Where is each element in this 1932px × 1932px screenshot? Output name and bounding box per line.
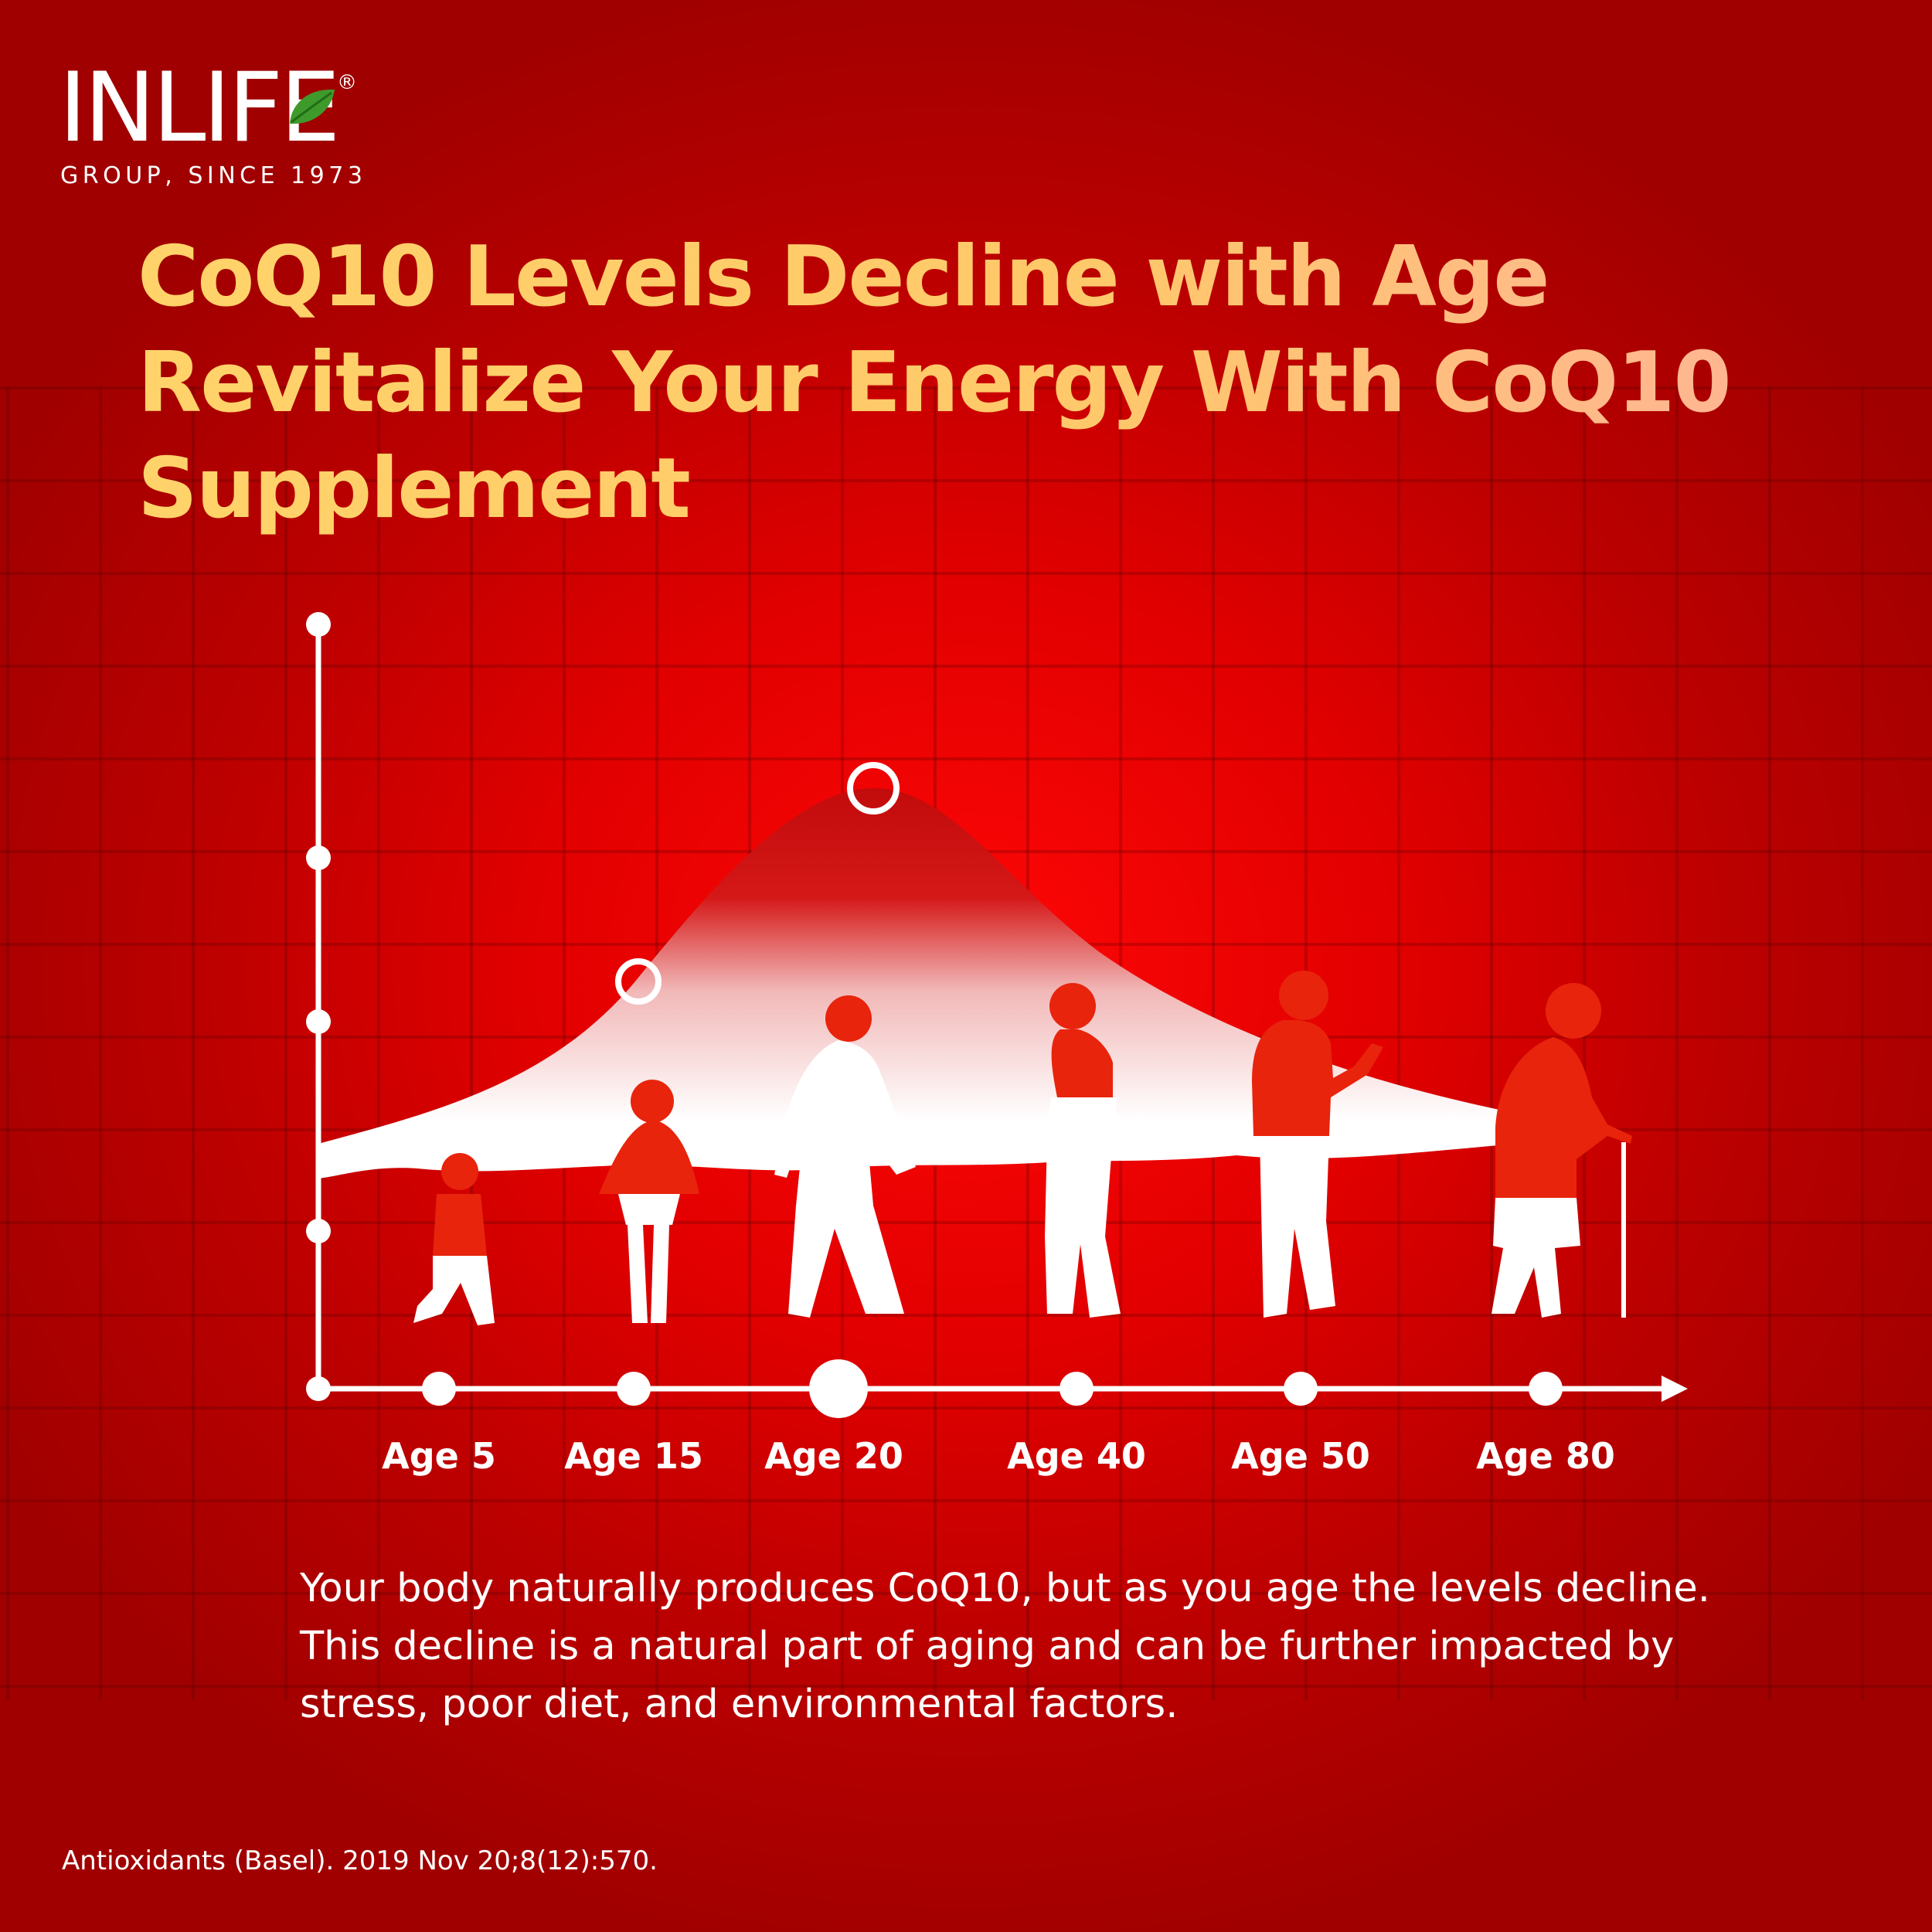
x-label-age-80: Age 80 (1476, 1435, 1615, 1477)
coq10-curve-area (318, 788, 1515, 1179)
x-tick-age-50 (1284, 1372, 1318, 1406)
y-axis-tick (306, 1219, 331, 1243)
x-label-age-15: Age 15 (564, 1435, 703, 1477)
brand-logo: INLIFE ® GROUP, SINCE 1973 (59, 53, 362, 189)
toddler-figure (413, 1153, 495, 1325)
y-axis-top-dot (306, 612, 331, 637)
x-axis-labels: Age 5 Age 15 Age 20 Age 40 Age 50 Age 80 (382, 1435, 1615, 1477)
leaf-icon (290, 89, 335, 124)
middle-aged-man-figure (1252, 971, 1383, 1318)
x-tick-age-40 (1060, 1372, 1094, 1406)
young-man-figure (774, 995, 916, 1318)
brand-name: INLIFE (59, 53, 341, 164)
x-tick-age-15 (617, 1372, 651, 1406)
x-label-age-5: Age 5 (382, 1435, 496, 1477)
x-label-age-20: Age 20 (764, 1435, 903, 1477)
brand-tagline: GROUP, SINCE 1973 (60, 162, 367, 189)
registered-mark: ® (337, 71, 357, 94)
curve-highlight-markers (615, 762, 900, 1005)
marker-age-15 (615, 958, 662, 1005)
chart-axes (306, 612, 1688, 1402)
x-tick-age-80 (1529, 1372, 1563, 1406)
y-axis-tick (306, 1009, 331, 1034)
figure-silhouettes (413, 971, 1632, 1325)
y-axis-tick (306, 845, 331, 870)
x-axis-origin-dot (306, 1376, 331, 1401)
description: Your body naturally produces CoQ10, but … (300, 1566, 1710, 1727)
girl-figure (599, 1080, 699, 1323)
source-citation: Antioxidants (Basel). 2019 Nov 20;8(12):… (62, 1845, 658, 1876)
x-tick-age-20 (809, 1359, 868, 1418)
x-label-age-40: Age 40 (1007, 1435, 1146, 1477)
adult-woman-figure (1045, 983, 1142, 1318)
x-axis-arrow (1662, 1376, 1688, 1402)
x-tick-age-5 (422, 1372, 456, 1406)
marker-age-20 (847, 762, 900, 815)
x-label-age-50: Age 50 (1231, 1435, 1370, 1477)
curve-fill (318, 788, 1515, 1179)
x-axis-ticks (422, 1359, 1563, 1418)
elderly-man-figure (1492, 983, 1632, 1318)
